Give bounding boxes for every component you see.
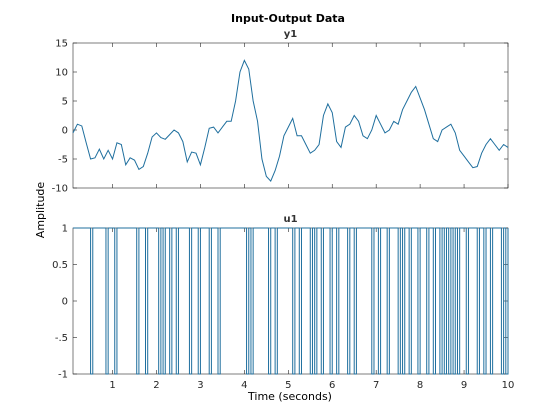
panel-subtitle: y1 <box>284 29 298 40</box>
x-tick-label: 1 <box>109 380 115 391</box>
x-tick-label: 7 <box>373 380 379 391</box>
y-tick-label: 0.5 <box>52 260 68 271</box>
plot-area-y1 <box>72 42 509 189</box>
y-tick-label: -10 <box>52 184 68 195</box>
x-axis-label: Time (seconds) <box>247 390 332 403</box>
x-tick-label: 8 <box>417 380 423 391</box>
y-tick-label: 15 <box>55 39 68 50</box>
panel-y1: y1 -10 -5 0 5 10 15 <box>52 29 509 195</box>
y-axis-label: Amplitude <box>34 182 47 239</box>
x-tick-label: 9 <box>461 380 467 391</box>
x-tick-label: 2 <box>153 380 159 391</box>
y-tick-label: 0 <box>62 126 68 137</box>
x-tick-label: 10 <box>502 380 515 391</box>
y-tick-label: 5 <box>62 97 68 108</box>
chart-title: Input-Output Data <box>231 12 345 25</box>
y-tick-label: -5 <box>58 155 68 166</box>
y-tick-label: 10 <box>55 68 68 79</box>
y-tick-label: 1 <box>62 224 68 235</box>
x-tick-label: 4 <box>241 380 247 391</box>
x-tick-label: 5 <box>285 380 291 391</box>
y-tick-label: 0 <box>62 297 68 308</box>
x-tick-label: 6 <box>329 380 335 391</box>
y-tick-label: -1 <box>58 370 68 381</box>
series-line-y1 <box>72 59 509 182</box>
panel-subtitle: u1 <box>283 214 297 225</box>
series-line-u1 <box>73 227 509 375</box>
x-tick-label: 3 <box>197 380 203 391</box>
panel-u1: u1 -1 -.5 0 0.5 1 1 2 3 4 5 6 7 8 9 10 <box>52 214 514 391</box>
axes-group: y1 -10 -5 0 5 10 15 u1 -1 -.5 0 0.5 1 1 2 3 4 5 6 7 8 9 10 <box>52 29 515 391</box>
plot-area-u1 <box>72 227 509 375</box>
y-tick-label: -.5 <box>55 333 68 344</box>
